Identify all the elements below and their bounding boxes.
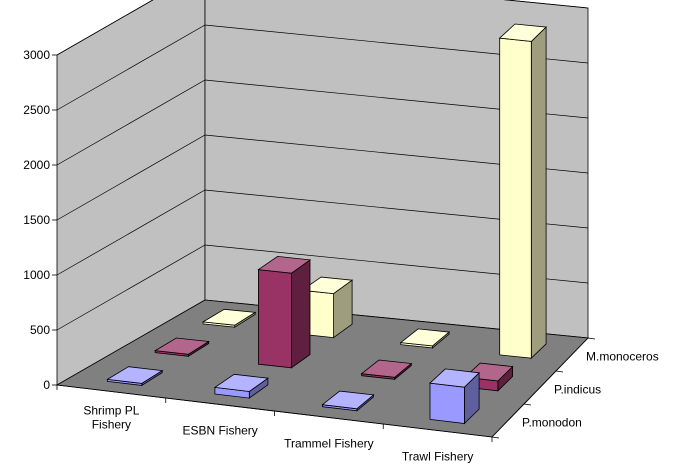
category-label: ESBN Fishery bbox=[182, 424, 257, 438]
bar-top-face bbox=[399, 328, 451, 347]
bar-top-face bbox=[429, 368, 480, 388]
depth-tick-mark bbox=[491, 436, 500, 439]
bar-top-face bbox=[300, 276, 354, 295]
gridline bbox=[56, 79, 589, 166]
bar-P.monodon-Shrimp PL Fishery bbox=[106, 366, 164, 387]
bar-M.monoceros-Trawl Fishery bbox=[498, 23, 547, 360]
bar-side-face bbox=[530, 26, 547, 360]
bar-top-face bbox=[360, 359, 413, 378]
bar-side-face bbox=[291, 259, 311, 369]
depth-axis-line bbox=[491, 337, 589, 438]
depth-tick-mark bbox=[523, 403, 532, 406]
bar-top-face bbox=[213, 373, 269, 392]
bar-top-face bbox=[201, 308, 257, 326]
y-tick-label: 1000 bbox=[23, 268, 50, 282]
category-label: Trawl Fishery bbox=[402, 450, 474, 464]
category-label: Trammel Fishery bbox=[284, 437, 374, 451]
bar-P.monodon-ESBN Fishery bbox=[213, 373, 269, 399]
bar-front-face bbox=[257, 269, 292, 369]
depth-tick-mark bbox=[587, 337, 596, 340]
y-tick-label: 500 bbox=[30, 323, 50, 337]
bar-top-face bbox=[321, 390, 375, 410]
bar-front-face bbox=[499, 37, 532, 359]
y-tick-label: 1500 bbox=[23, 213, 50, 227]
gridline bbox=[56, 134, 589, 221]
gridline bbox=[56, 0, 589, 56]
bar-top-face bbox=[498, 23, 547, 42]
gridline bbox=[56, 189, 589, 276]
category-label: Shrimp PL Fishery bbox=[83, 404, 139, 432]
bar-front-face bbox=[429, 382, 465, 424]
depth-tick-mark bbox=[555, 370, 564, 373]
bar-M.monoceros-Shrimp PL Fishery bbox=[201, 308, 257, 328]
bar-top-face bbox=[106, 366, 164, 384]
series-label: P.monodon bbox=[522, 416, 582, 430]
bar-top-face bbox=[257, 255, 312, 274]
bar-P.indicus-ESBN Fishery bbox=[257, 255, 312, 369]
series-label: M.monoceros bbox=[586, 350, 659, 364]
bar-top-face bbox=[153, 337, 210, 355]
bar-P.monodon-Trawl Fishery bbox=[429, 368, 480, 425]
gridline bbox=[56, 24, 589, 111]
y-tick-label: 2000 bbox=[23, 158, 50, 172]
bar-P.indicus-Shrimp PL Fishery bbox=[153, 337, 210, 358]
bar-P.monodon-Trammel Fishery bbox=[321, 390, 375, 412]
bar-P.indicus-Trammel Fishery bbox=[360, 359, 413, 381]
gridline bbox=[56, 244, 589, 331]
series-label: P.indicus bbox=[554, 383, 601, 397]
y-tick-label: 2500 bbox=[23, 103, 50, 117]
bar-M.monoceros-Trammel Fishery bbox=[399, 328, 451, 349]
y-tick-label: 3000 bbox=[23, 48, 50, 62]
y-tick-label: 0 bbox=[43, 378, 50, 392]
